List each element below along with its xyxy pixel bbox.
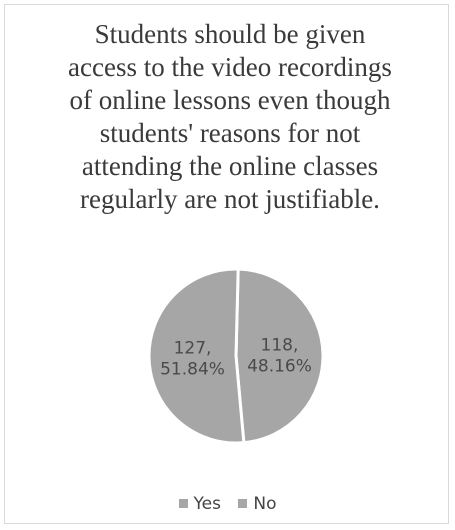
legend-swatch-no: [238, 499, 248, 508]
pie-slice-no: [147, 267, 246, 445]
title-line: access to the video recordings: [68, 52, 392, 82]
legend-label-yes: Yes: [193, 494, 221, 514]
legend-swatch-yes: [178, 499, 188, 508]
data-label-no-percent: 51.84%: [160, 359, 225, 379]
legend-label-no: No: [253, 494, 277, 514]
title-line: Students should be given: [94, 19, 366, 49]
title-line: students' reasons for not: [99, 118, 361, 148]
chart-title: Students should be given access to the v…: [30, 18, 430, 216]
chart-legend: Yes No: [0, 494, 455, 514]
title-line: attending the online classes: [81, 151, 379, 181]
legend-item-no: No: [238, 494, 276, 514]
title-line: of online lessons even though: [69, 85, 391, 115]
data-label-yes-percent: 48.16%: [247, 357, 312, 377]
title-line: regularly are not justifiable.: [80, 184, 380, 214]
data-label-no-value: 127,: [174, 338, 212, 358]
legend-item-yes: Yes: [178, 494, 221, 514]
pie-slice-yes: [234, 267, 325, 445]
data-label-yes-value: 118,: [261, 336, 299, 356]
